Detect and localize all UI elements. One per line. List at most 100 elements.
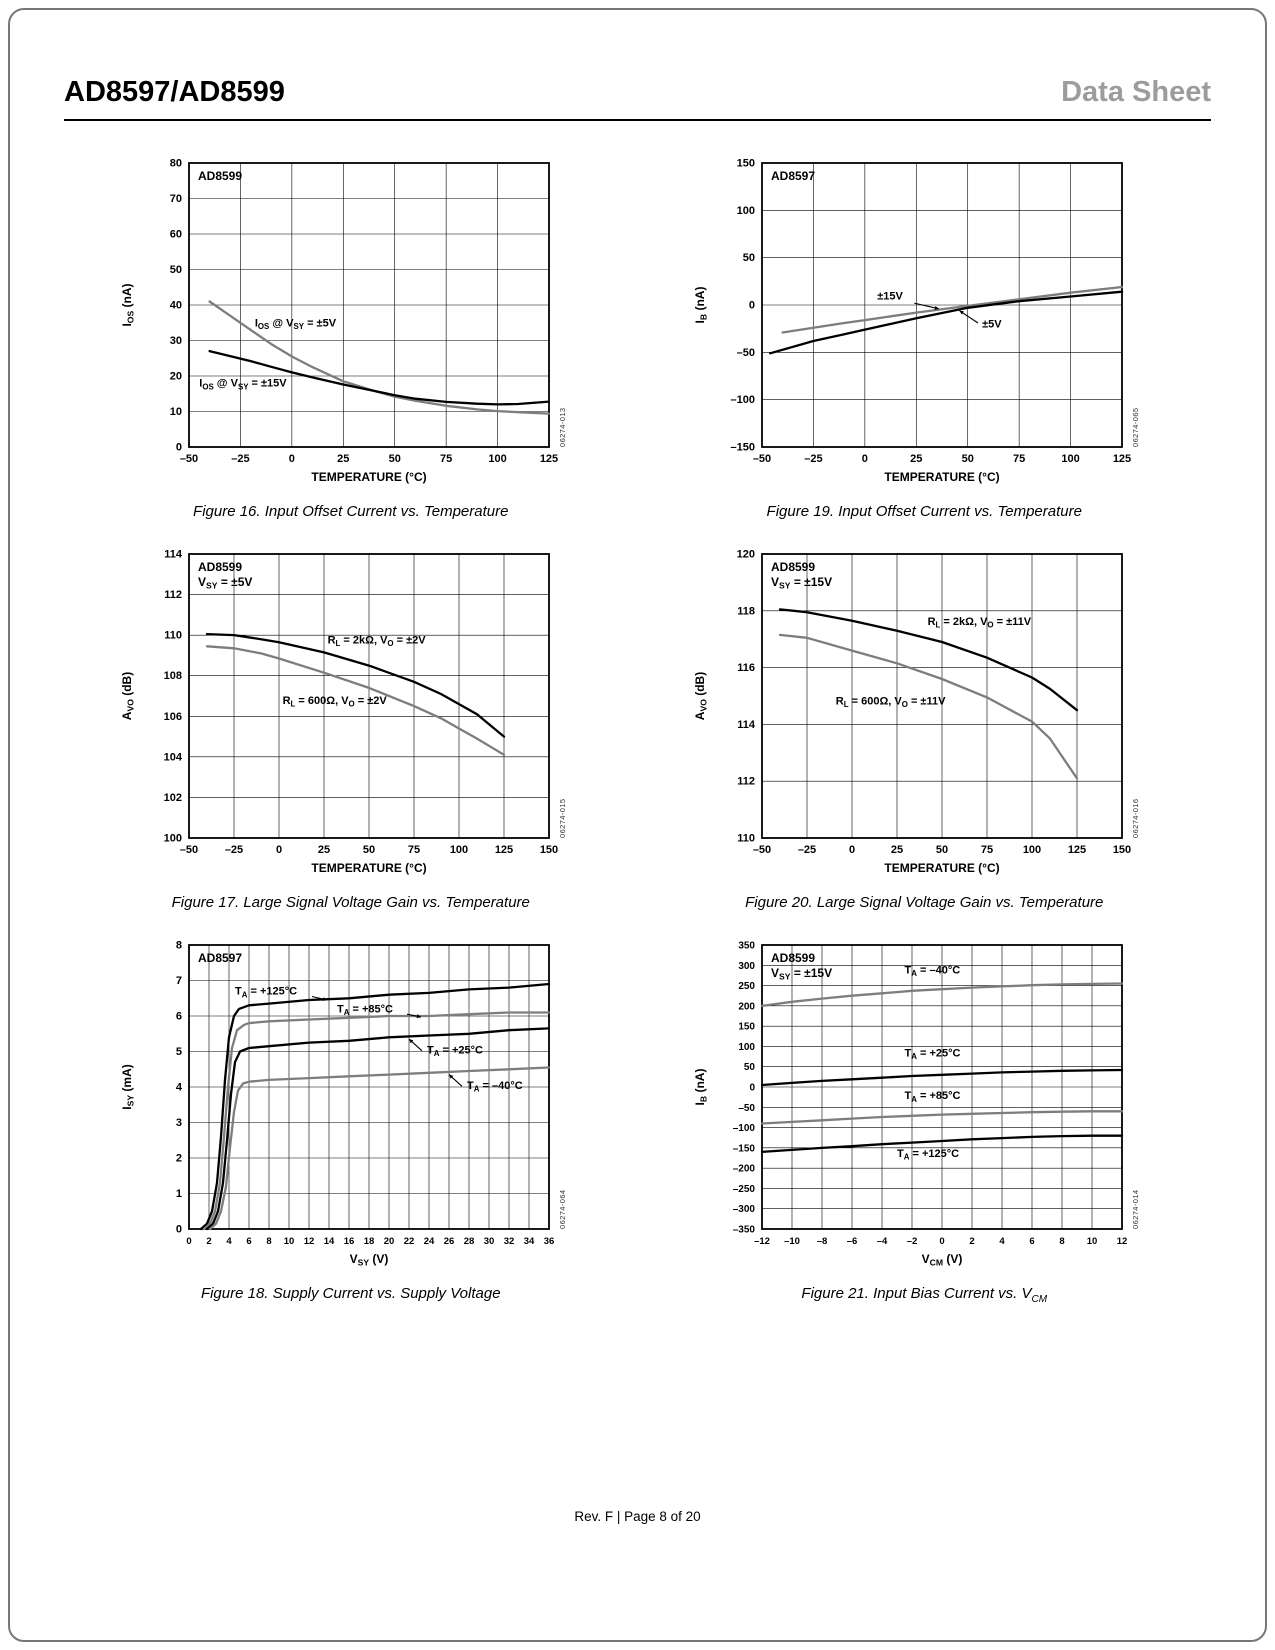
- svg-text:102: 102: [163, 792, 181, 804]
- svg-text:110: 110: [738, 833, 756, 845]
- svg-text:100: 100: [739, 1042, 756, 1053]
- svg-text:25: 25: [318, 844, 330, 856]
- figure-17-voltage-gain: –50 –25 0 25 50 75 100 125 150 100 102 104 106 108 110…: [111, 542, 591, 912]
- svg-text:18: 18: [363, 1236, 374, 1247]
- svg-text:30: 30: [170, 335, 182, 347]
- svg-text:114: 114: [164, 549, 183, 561]
- svg-text:118: 118: [738, 605, 756, 617]
- svg-text:0: 0: [750, 1083, 756, 1094]
- svg-text:22: 22: [403, 1236, 414, 1247]
- svg-text:RL = 600Ω, VO = ±11V: RL = 600Ω, VO = ±11V: [836, 696, 946, 710]
- svg-text:–50: –50: [180, 844, 198, 856]
- svg-text:80: 80: [170, 158, 182, 170]
- svg-text:100: 100: [1062, 453, 1080, 465]
- svg-text:32: 32: [503, 1236, 514, 1247]
- svg-text:112: 112: [164, 589, 182, 601]
- curve: [205, 645, 505, 756]
- svg-text:10: 10: [1087, 1236, 1098, 1247]
- svg-text:–12: –12: [754, 1236, 770, 1247]
- svg-text:TEMPERATURE (°C): TEMPERATURE (°C): [885, 470, 1000, 484]
- svg-text:–8: –8: [817, 1236, 828, 1247]
- svg-text:300: 300: [739, 961, 756, 972]
- svg-text:IB (nA): IB (nA): [693, 287, 709, 324]
- svg-text:ISY (mA): ISY (mA): [120, 1064, 136, 1109]
- svg-text:40: 40: [170, 300, 182, 312]
- svg-text:7: 7: [176, 975, 182, 987]
- figure-18-supply-current: 0 2 4 6 8 10 12 14 16 18 20 22 24 26 28 30 32 34 36 0 1 2 3 4 5 6…: [111, 933, 591, 1305]
- svg-text:34: 34: [523, 1236, 534, 1247]
- svg-text:AD8599: AD8599: [198, 560, 242, 574]
- svg-text:TEMPERATURE (°C): TEMPERATURE (°C): [311, 470, 426, 484]
- svg-text:25: 25: [910, 453, 922, 465]
- svg-text:12: 12: [303, 1236, 314, 1247]
- svg-text:16: 16: [343, 1236, 354, 1247]
- svg-text:3: 3: [176, 1117, 182, 1129]
- svg-text:–150: –150: [731, 442, 755, 454]
- chart-input-offset-current-ad8599: –50 –25 0 25 50 75 100 125 0 10 20 30 40 50 60 70 80 TEMP…: [120, 158, 567, 485]
- page-footer: Rev. F | Page 8 of 20: [64, 1509, 1211, 1650]
- svg-text:4: 4: [1000, 1236, 1006, 1247]
- figure-caption: Figure 18. Supply Current vs. Supply Vol…: [200, 1285, 501, 1302]
- svg-text:–25: –25: [225, 844, 243, 856]
- svg-text:AVO (dB): AVO (dB): [693, 672, 709, 720]
- svg-text:75: 75: [408, 844, 420, 856]
- svg-text:–300: –300: [733, 1204, 756, 1215]
- svg-text:RL = 2kΩ, VO = ±2V: RL = 2kΩ, VO = ±2V: [327, 634, 426, 648]
- svg-text:350: 350: [739, 941, 756, 952]
- curve: [779, 633, 1079, 780]
- svg-text:–50: –50: [739, 1103, 756, 1114]
- svg-text:TA = –40°C: TA = –40°C: [905, 964, 961, 978]
- svg-text:VSY = ±15V: VSY = ±15V: [771, 575, 832, 591]
- svg-text:RL = 2kΩ, VO = ±11V: RL = 2kΩ, VO = ±11V: [928, 616, 1032, 630]
- svg-text:125: 125: [495, 844, 513, 856]
- chart-voltage-gain-15v: –50 –25 0 25 50 75 100 125 150 110 112 114 116 118 120…: [693, 549, 1140, 876]
- svg-text:110: 110: [164, 630, 182, 642]
- chart-voltage-gain-5v: –50 –25 0 25 50 75 100 125 150 100 102 104 106 108 110…: [120, 549, 567, 876]
- curve: [208, 1066, 550, 1231]
- figure-16-input-offset-current: –50 –25 0 25 50 75 100 125 0 10 20 30 40 50 60 70 80 TEMP…: [111, 151, 591, 521]
- svg-text:±5V: ±5V: [982, 319, 1002, 331]
- curve: [761, 982, 1124, 1008]
- svg-text:–200: –200: [733, 1164, 756, 1175]
- svg-text:6: 6: [176, 1011, 182, 1023]
- chart-input-bias-current-vcm: –12 –10 –8 –6 –4 –2 0 2 4 6 8 10 12 –350 –300 –250 –200 –…: [693, 941, 1140, 1268]
- figure-19-input-offset-current: –50 –25 0 25 50 75 100 125 –150 –100 –50 0 50 100 150 T…: [684, 151, 1164, 521]
- curve: [761, 1134, 1124, 1154]
- svg-text:250: 250: [739, 981, 756, 992]
- svg-text:100: 100: [488, 453, 506, 465]
- svg-text:75: 75: [1013, 453, 1025, 465]
- svg-text:–10: –10: [784, 1236, 800, 1247]
- svg-text:10: 10: [170, 406, 182, 418]
- svg-text:–50: –50: [180, 453, 198, 465]
- curve: [779, 608, 1079, 712]
- svg-text:0: 0: [289, 453, 295, 465]
- curve: [208, 349, 550, 406]
- svg-text:60: 60: [170, 229, 182, 241]
- svg-text:±15V: ±15V: [877, 290, 903, 302]
- svg-text:IOS @ VSY = ±15V: IOS @ VSY = ±15V: [199, 378, 287, 392]
- svg-text:0: 0: [176, 1224, 182, 1236]
- svg-text:100: 100: [450, 844, 468, 856]
- svg-text:125: 125: [540, 453, 558, 465]
- svg-text:TEMPERATURE (°C): TEMPERATURE (°C): [885, 861, 1000, 875]
- svg-text:–2: –2: [907, 1236, 918, 1247]
- chart-input-offset-current-ad8597: –50 –25 0 25 50 75 100 125 –150 –100 –50 0 50 100 150 T…: [693, 158, 1140, 485]
- svg-text:VSY = ±15V: VSY = ±15V: [771, 966, 832, 982]
- chart-supply-current: 0 2 4 6 8 10 12 14 16 18 20 22 24 26 28 30 32 34 360123456…: [120, 940, 567, 1268]
- svg-text:TA = +85°C: TA = +85°C: [905, 1090, 961, 1104]
- svg-text:100: 100: [163, 833, 181, 845]
- svg-text:06274-065: 06274-065: [1131, 408, 1140, 447]
- svg-text:2: 2: [206, 1236, 211, 1247]
- svg-text:AD8597: AD8597: [198, 951, 242, 965]
- figure-20-voltage-gain: –50 –25 0 25 50 75 100 125 150 110 112 114 116 118 120…: [684, 542, 1164, 912]
- svg-text:AD8597: AD8597: [771, 169, 815, 183]
- svg-text:116: 116: [738, 662, 756, 674]
- svg-text:150: 150: [540, 844, 558, 856]
- svg-text:106: 106: [163, 711, 181, 723]
- svg-text:24: 24: [423, 1236, 434, 1247]
- svg-text:0: 0: [940, 1236, 945, 1247]
- svg-text:–25: –25: [798, 844, 816, 856]
- page-header: AD8597/AD8599 Data Sheet: [64, 0, 1211, 121]
- svg-text:VSY (V): VSY (V): [349, 1252, 388, 1268]
- curve: [781, 285, 1124, 334]
